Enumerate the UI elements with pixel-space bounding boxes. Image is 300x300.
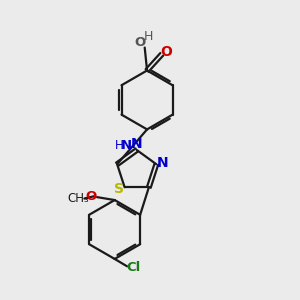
- Text: S: S: [114, 182, 124, 196]
- Text: CH₃: CH₃: [67, 192, 89, 205]
- Text: N: N: [131, 137, 142, 151]
- Text: O: O: [85, 190, 96, 203]
- Text: O: O: [135, 36, 146, 49]
- Text: N: N: [157, 156, 169, 170]
- Text: H: H: [115, 139, 123, 152]
- Text: O: O: [160, 45, 172, 59]
- Text: Cl: Cl: [126, 261, 141, 274]
- Text: H: H: [143, 30, 153, 43]
- Text: N: N: [121, 139, 132, 152]
